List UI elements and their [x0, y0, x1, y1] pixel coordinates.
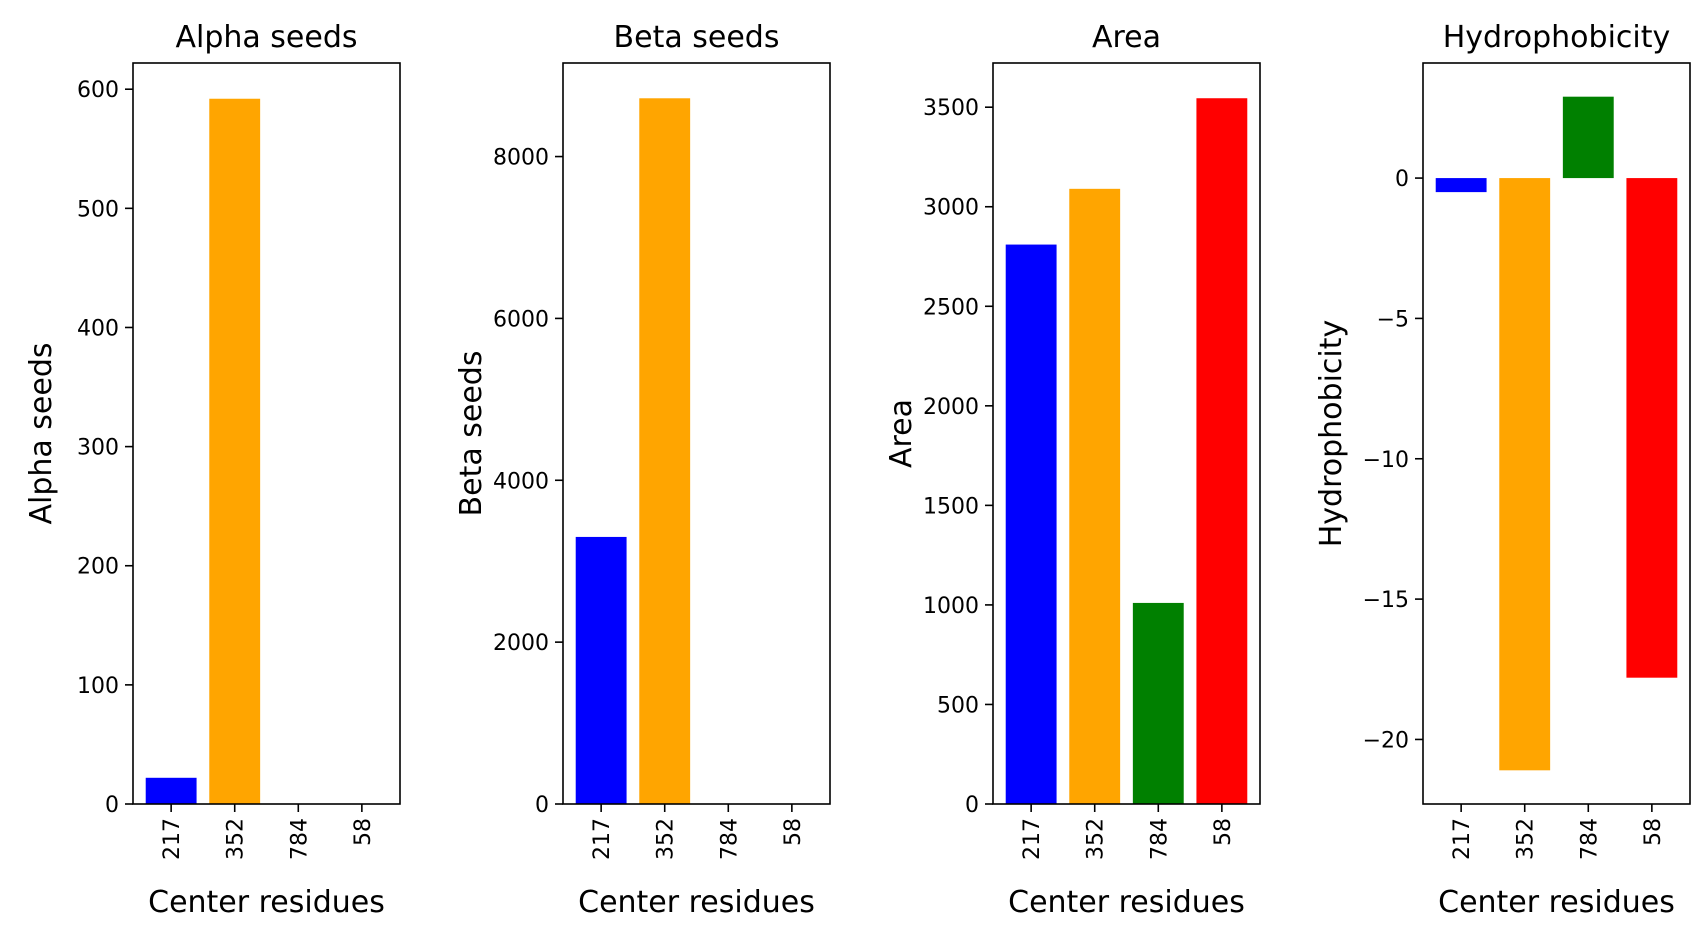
x-axis-label: Center residues — [578, 885, 815, 920]
y-tick-label: −15 — [1363, 588, 1409, 613]
bar-784 — [1132, 602, 1184, 804]
x-tick-label: 58 — [1211, 818, 1236, 846]
y-tick-label: 2500 — [923, 295, 979, 320]
chart-panel-3: 0 500 1000 1500 2000 2500 3000 3500 217 352 784 58 A… — [884, 20, 1261, 920]
y-tick-label: −20 — [1363, 728, 1409, 753]
y-tick-label: −5 — [1377, 307, 1409, 332]
x-tick-label: 784 — [1147, 818, 1172, 860]
y-tick-label: 3500 — [923, 96, 979, 121]
x-tick-label: 58 — [1641, 818, 1666, 846]
y-tick-label: 300 — [77, 436, 119, 461]
x-tick-label: 352 — [224, 818, 249, 860]
axes-frame — [992, 62, 1261, 805]
chart-panel-2: 0 2000 4000 6000 8000 217 352 784 58 Beta seeds Ce… — [454, 20, 831, 920]
chart-title: Area — [1092, 20, 1161, 55]
x-tick-label: 58 — [351, 818, 376, 846]
bar-58 — [1196, 98, 1248, 805]
y-tick-label: 1000 — [923, 594, 979, 619]
chart-title: Hydrophobicity — [1443, 20, 1671, 55]
bar-352 — [639, 98, 691, 805]
y-tick-label: 4000 — [493, 469, 549, 494]
axes-frame — [132, 62, 401, 805]
y-tick-label: 8000 — [493, 146, 549, 171]
x-tick-label: 217 — [1020, 818, 1045, 860]
axes-frame — [562, 62, 831, 805]
x-tick-label: 352 — [1084, 818, 1109, 860]
y-tick-label: 3000 — [923, 196, 979, 221]
bar-352 — [1499, 178, 1551, 771]
bar-784 — [1562, 96, 1614, 179]
y-tick-label: 0 — [1395, 167, 1409, 192]
y-tick-label: 500 — [77, 197, 119, 222]
x-tick-label: 217 — [160, 818, 185, 860]
y-tick-label: 1500 — [923, 494, 979, 519]
x-tick-label: 352 — [654, 818, 679, 860]
x-axis-label: Center residues — [1438, 885, 1675, 920]
y-tick-label: 200 — [77, 555, 119, 580]
y-axis-label: Area — [884, 399, 919, 468]
x-tick-label: 784 — [1577, 818, 1602, 860]
x-tick-label: 217 — [590, 818, 615, 860]
chart-panel-1: 0 100 200 300 400 500 600 217 352 784 58 Alpha seed… — [24, 20, 401, 920]
y-axis-label: Alpha seeds — [24, 342, 59, 524]
y-axis-label: Beta seeds — [454, 351, 489, 517]
bar-217 — [145, 777, 197, 804]
y-tick-label: 2000 — [493, 631, 549, 656]
bar-217 — [575, 536, 627, 804]
y-tick-label: −10 — [1363, 448, 1409, 473]
x-axis-label: Center residues — [148, 885, 385, 920]
bar-352 — [1069, 188, 1121, 804]
chart-title: Alpha seeds — [175, 20, 357, 55]
y-tick-label: 100 — [77, 674, 119, 699]
bar-217 — [1005, 244, 1057, 804]
x-tick-label: 784 — [287, 818, 312, 860]
y-tick-label: 500 — [937, 693, 979, 718]
x-tick-label: 58 — [781, 818, 806, 846]
y-tick-label: 0 — [105, 793, 119, 818]
bar-217 — [1435, 178, 1487, 193]
y-tick-label: 0 — [535, 793, 549, 818]
y-tick-label: 400 — [77, 316, 119, 341]
y-tick-label: 6000 — [493, 307, 549, 332]
y-tick-label: 2000 — [923, 395, 979, 420]
x-tick-label: 784 — [717, 818, 742, 860]
x-tick-label: 217 — [1450, 818, 1475, 860]
bar-352 — [209, 98, 261, 804]
x-axis-label: Center residues — [1008, 885, 1245, 920]
chart-title: Beta seeds — [614, 20, 780, 55]
bar-58 — [1626, 178, 1678, 678]
axes-frame — [1422, 62, 1691, 805]
y-tick-label: 600 — [77, 78, 119, 103]
y-tick-label: 0 — [965, 793, 979, 818]
x-tick-label: 352 — [1514, 818, 1539, 860]
chart-panel-4: −20 −15 −10 −5 0 217 352 784 58 Hydrophobicity Cen… — [1314, 20, 1691, 920]
y-axis-label: Hydrophobicity — [1314, 320, 1349, 548]
